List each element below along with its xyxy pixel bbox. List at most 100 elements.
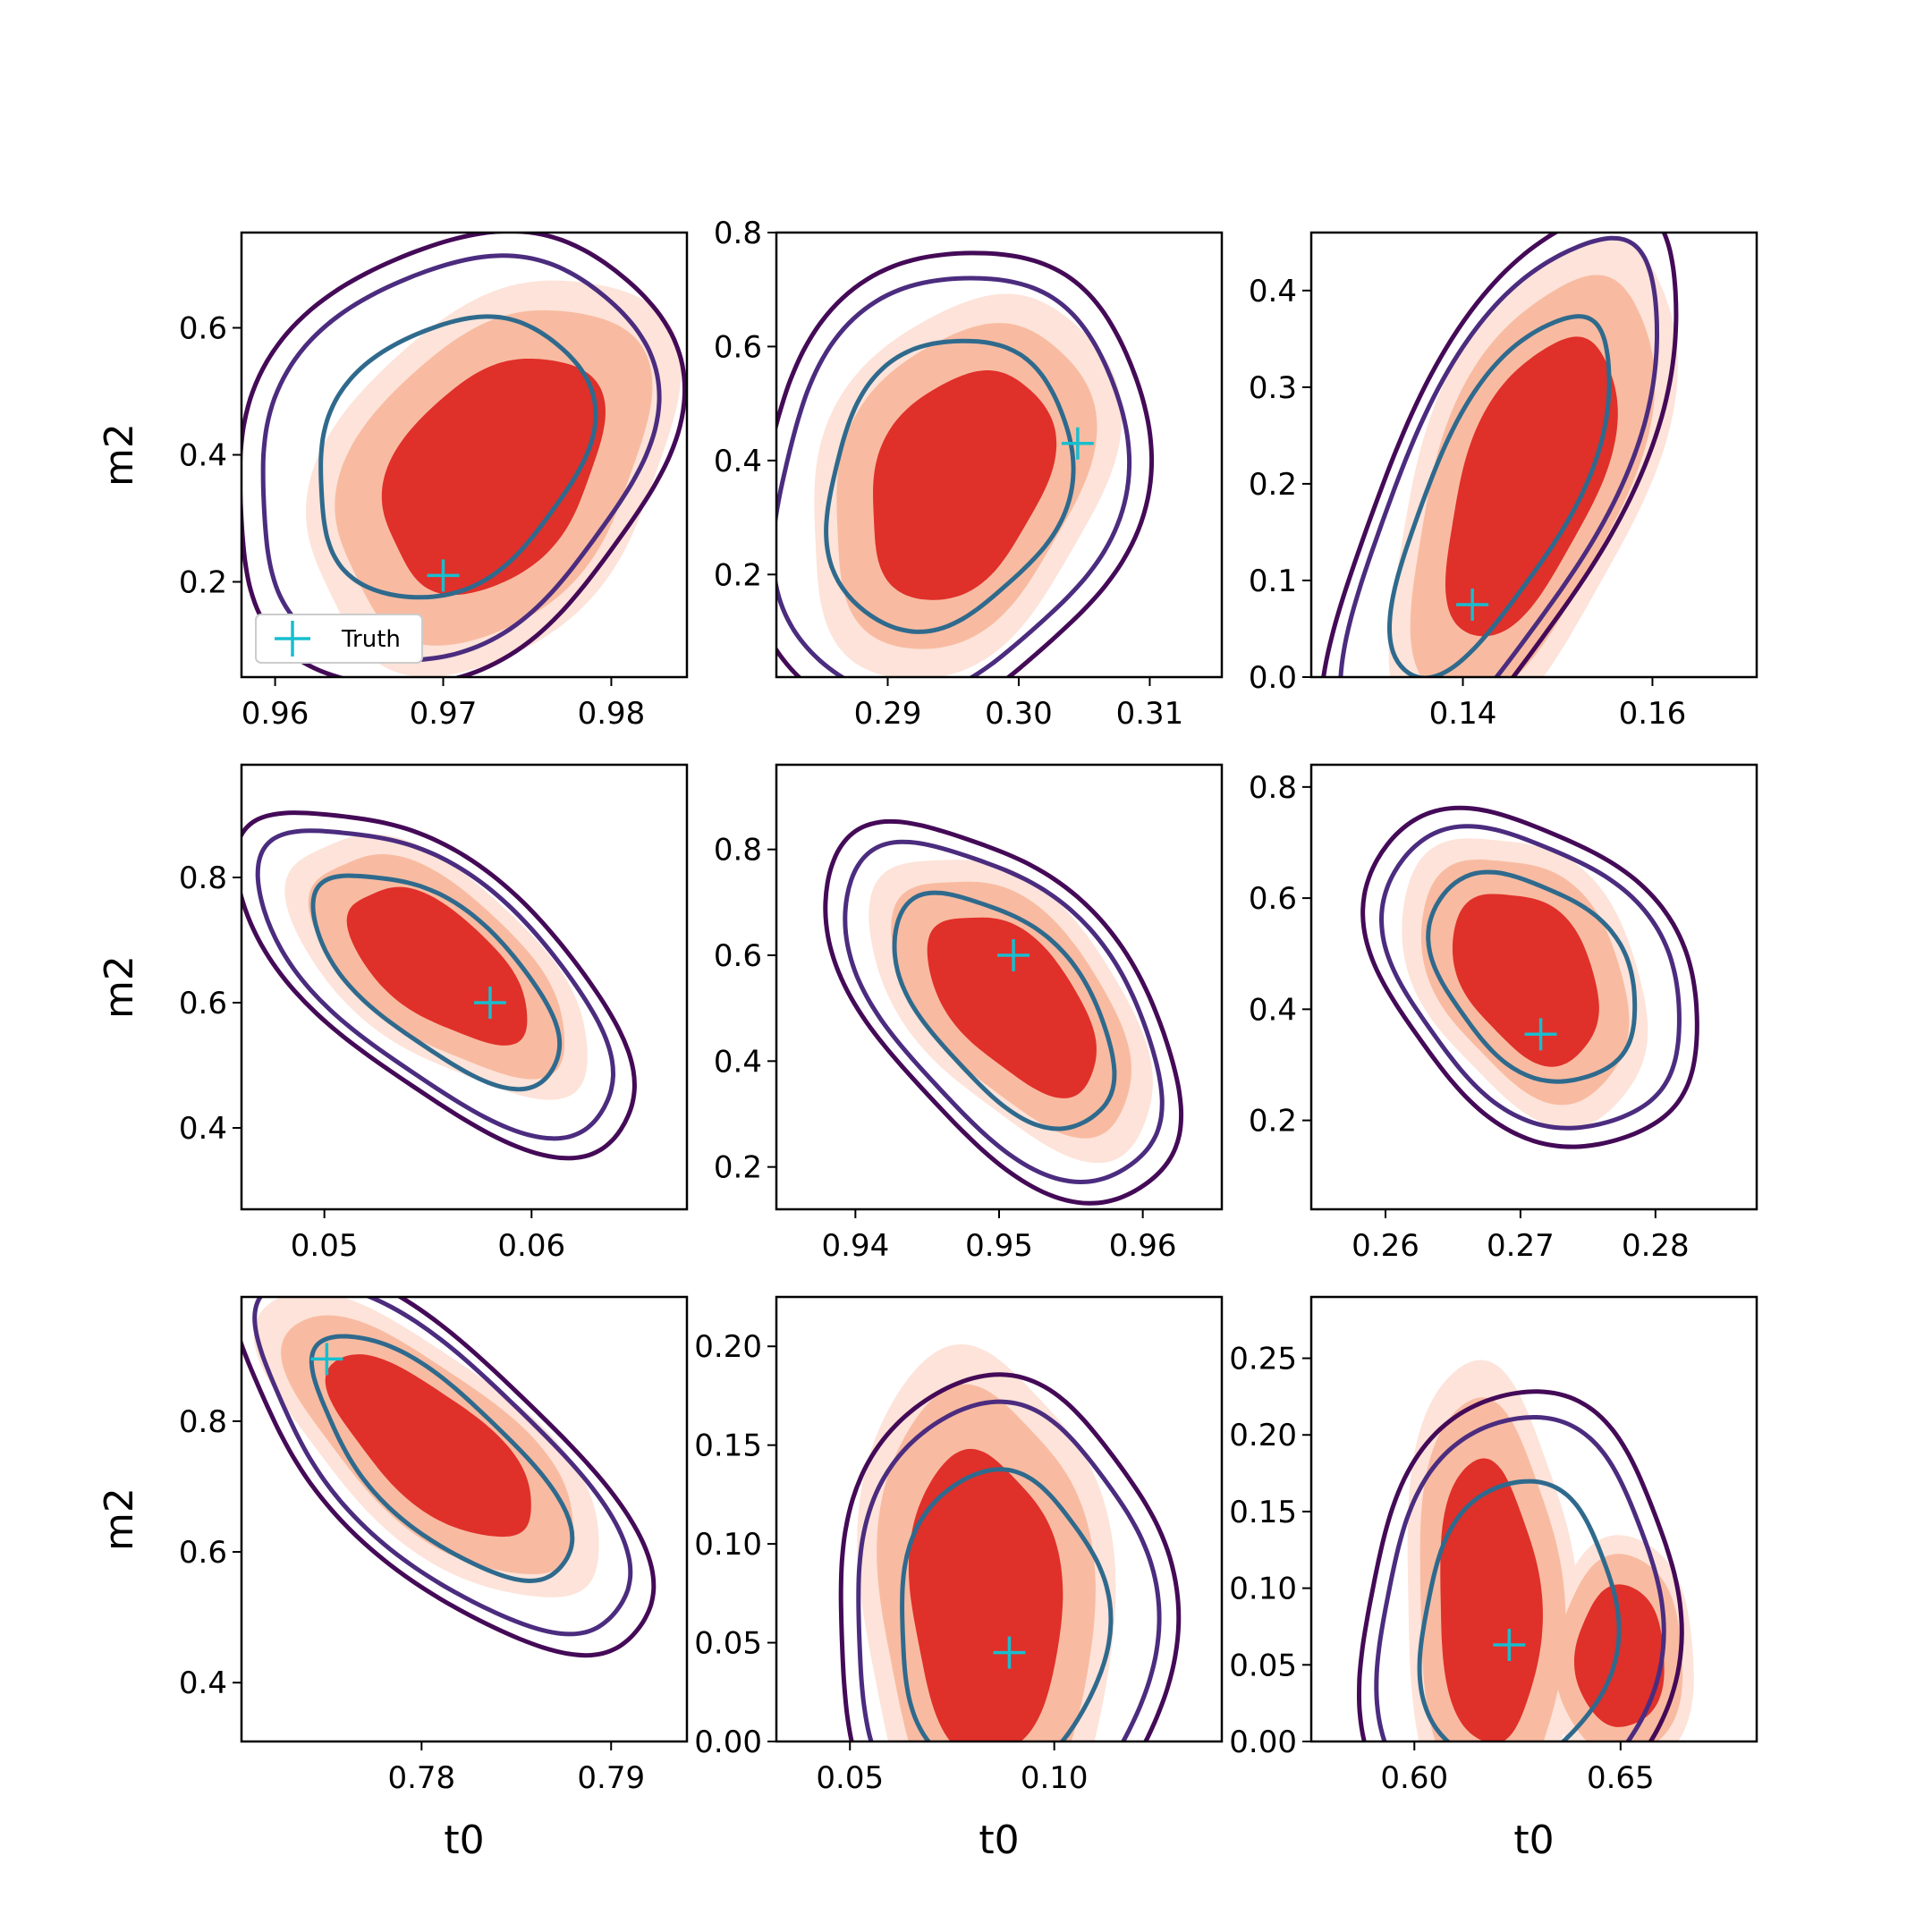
y-tick-label: 0.1 bbox=[1249, 564, 1297, 599]
axes-frame bbox=[1309, 1295, 1758, 1743]
contour-outer bbox=[838, 1372, 1182, 1741]
y-tick-label: 0.6 bbox=[179, 986, 227, 1021]
legend-label: Truth bbox=[341, 626, 401, 653]
subplot-2: 0.29 0.30 0.31 0.2 0.4 0.6 0.8 bbox=[714, 216, 1224, 732]
y-tick-label: 0.6 bbox=[1249, 881, 1297, 917]
axes-frame bbox=[240, 1295, 689, 1743]
y-tick-label: 0.6 bbox=[179, 311, 227, 347]
y-tick-label: 0.8 bbox=[1249, 770, 1297, 806]
contour-outer bbox=[1321, 233, 1679, 677]
x-tick-label: 0.05 bbox=[291, 1228, 359, 1264]
x-tick-label: 0.94 bbox=[822, 1228, 890, 1264]
y-tick-label: 0.10 bbox=[1229, 1572, 1297, 1607]
y-tick-label: 0.15 bbox=[694, 1428, 762, 1464]
y-tick-label: 0.15 bbox=[1229, 1495, 1297, 1530]
contour-outer bbox=[776, 250, 1155, 677]
contour-mid bbox=[252, 1297, 633, 1637]
x-axis-label: t0 bbox=[444, 1818, 484, 1863]
contour-mid bbox=[776, 275, 1132, 677]
subplot-3: 0.14 0.16 0.0 0.1 0.2 0.3 0.4 bbox=[1249, 231, 1758, 732]
axes-frame bbox=[240, 763, 689, 1211]
contour-inner bbox=[318, 314, 598, 600]
contour-mid bbox=[255, 828, 616, 1141]
x-tick-label: 0.06 bbox=[497, 1228, 565, 1264]
y-tick-label: 0.00 bbox=[694, 1724, 762, 1760]
axes-frame bbox=[775, 1295, 1224, 1743]
plot-area bbox=[776, 250, 1155, 677]
x-tick-label: 0.96 bbox=[242, 696, 309, 732]
x-axis-label: t0 bbox=[1513, 1818, 1554, 1863]
kde-fill-inner bbox=[1445, 336, 1618, 637]
y-tick-label: 0.4 bbox=[714, 444, 762, 479]
x-tick-label: 0.31 bbox=[1116, 696, 1184, 732]
y-tick-label: 0.2 bbox=[1249, 1104, 1297, 1140]
kde-fill-inner bbox=[325, 1354, 531, 1538]
legend-box bbox=[255, 614, 423, 664]
x-tick-label: 0.65 bbox=[1587, 1760, 1655, 1796]
kde-fill-inner bbox=[381, 358, 606, 596]
contour-mid bbox=[856, 1399, 1162, 1741]
x-tick-label: 0.95 bbox=[965, 1228, 1033, 1264]
x-tick-label: 0.16 bbox=[1619, 696, 1687, 732]
y-tick-label: 0.8 bbox=[179, 1404, 227, 1440]
y-tick-label: 0.05 bbox=[694, 1626, 762, 1662]
y-tick-label: 0.8 bbox=[179, 860, 227, 896]
contour-mid bbox=[1374, 1414, 1666, 1741]
y-tick-label: 0.8 bbox=[714, 833, 762, 869]
contour-mid bbox=[1338, 235, 1660, 677]
contour-inner bbox=[892, 890, 1117, 1131]
plot-area bbox=[242, 810, 637, 1161]
contour-inner bbox=[1426, 869, 1638, 1084]
truth-marker bbox=[310, 1343, 343, 1376]
truth-marker bbox=[1493, 1629, 1526, 1662]
axes-frame bbox=[775, 231, 1224, 679]
y-tick-label: 0.4 bbox=[179, 438, 227, 474]
subplot-9: 0.60 0.65 0.00 0.05 0.10 0.15 0.20 0.25 t0 bbox=[1229, 1295, 1758, 1863]
subplot-4: 0.05 0.06 0.4 0.6 0.8 m2 bbox=[97, 763, 689, 1264]
kde-fill-inner bbox=[873, 370, 1057, 600]
truth-marker bbox=[1061, 427, 1094, 460]
y-tick-label: 0.6 bbox=[714, 329, 762, 365]
y-tick-label: 0.2 bbox=[714, 1150, 762, 1186]
contour-outer bbox=[242, 810, 637, 1161]
x-tick-label: 0.78 bbox=[387, 1760, 455, 1796]
truth-marker bbox=[997, 939, 1030, 971]
y-tick-label: 0.25 bbox=[1229, 1342, 1297, 1377]
axes-frame bbox=[1309, 231, 1758, 679]
y-tick-label: 0.6 bbox=[179, 1535, 227, 1571]
y-tick-label: 0.6 bbox=[714, 938, 762, 974]
y-tick-label: 0.4 bbox=[179, 1111, 227, 1147]
y-axis-label: m2 bbox=[97, 423, 142, 487]
contour-outer bbox=[242, 1297, 657, 1658]
y-tick-label: 0.4 bbox=[1249, 992, 1297, 1028]
subplot-5: 0.94 0.95 0.96 0.2 0.4 0.6 0.8 bbox=[714, 763, 1224, 1264]
x-tick-label: 0.10 bbox=[1021, 1760, 1089, 1796]
y-tick-label: 0.05 bbox=[1229, 1648, 1297, 1683]
contour-inner bbox=[310, 873, 563, 1092]
plot-area bbox=[1321, 233, 1679, 677]
contour-inner bbox=[900, 1467, 1114, 1741]
y-tick-label: 0.20 bbox=[1229, 1418, 1297, 1453]
truth-marker bbox=[427, 559, 460, 592]
y-tick-label: 0.2 bbox=[179, 565, 227, 601]
y-tick-label: 0.3 bbox=[1249, 370, 1297, 406]
y-tick-label: 0.0 bbox=[1249, 660, 1297, 696]
x-tick-label: 0.30 bbox=[985, 696, 1053, 732]
subplot-6: 0.26 0.27 0.28 0.2 0.4 0.6 0.8 bbox=[1249, 763, 1758, 1264]
legend: Truth bbox=[255, 614, 423, 664]
y-tick-label: 0.2 bbox=[714, 557, 762, 593]
contour-inner bbox=[1417, 1479, 1622, 1741]
contour-mid bbox=[260, 253, 662, 663]
kde-fill-inner bbox=[908, 1448, 1063, 1741]
y-axis-label: m2 bbox=[97, 955, 142, 1019]
y-tick-label: 0.20 bbox=[694, 1329, 762, 1365]
plot-area bbox=[838, 1344, 1182, 1741]
truth-marker bbox=[1524, 1018, 1557, 1051]
kde-fill-inner-secondary bbox=[1573, 1584, 1665, 1727]
kde-fill-inner bbox=[1440, 1458, 1543, 1741]
x-tick-label: 0.96 bbox=[1109, 1228, 1177, 1264]
x-tick-label: 0.29 bbox=[854, 696, 922, 732]
x-tick-label: 0.28 bbox=[1622, 1228, 1690, 1264]
y-tick-label: 0.4 bbox=[179, 1665, 227, 1701]
